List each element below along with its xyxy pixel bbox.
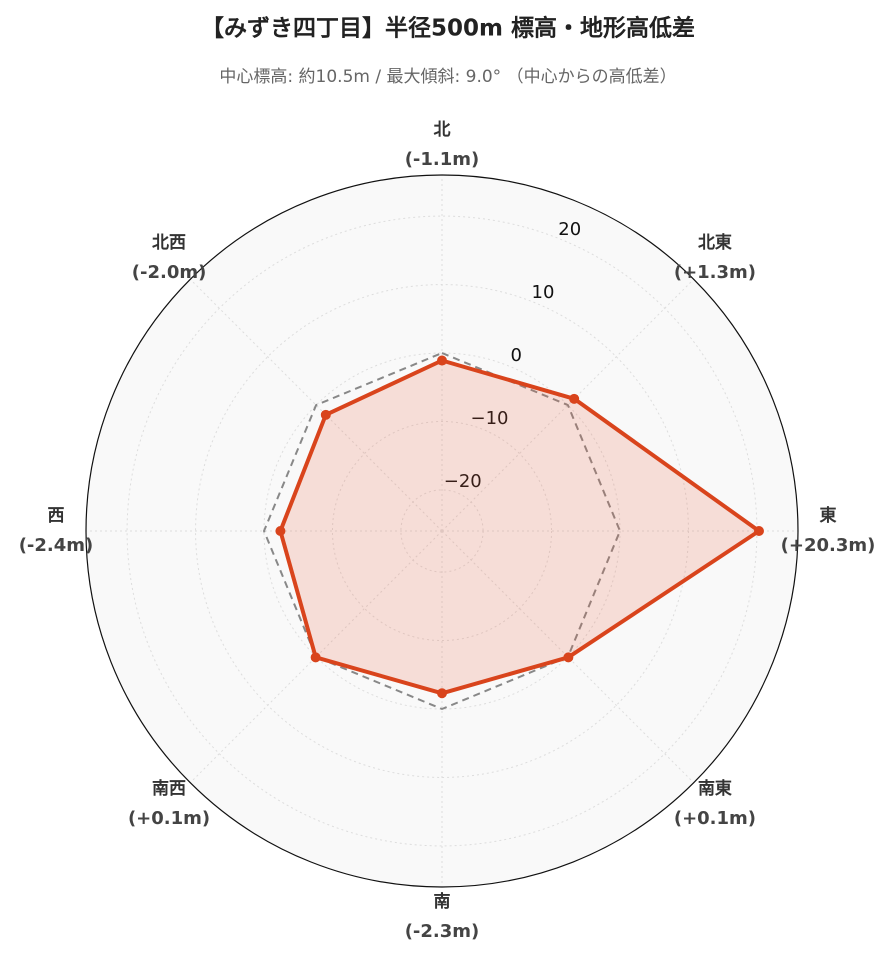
grid-spoke [189, 278, 443, 532]
value-label: (-1.1m) [405, 149, 480, 170]
grid-spoke [441, 530, 695, 784]
chart-subtitle: 中心標高: 約10.5m / 最大傾斜: 9.0° （中心からの高低差） [219, 67, 676, 87]
value-label: (+20.3m) [781, 535, 876, 556]
category-label: 南 [434, 891, 451, 912]
category-label: 北西 [152, 233, 186, 253]
series-marker [753, 526, 764, 536]
series-marker [563, 652, 574, 663]
category-label: 北 [434, 120, 451, 140]
r-tick-label: −10 [470, 408, 508, 429]
value-label: (-2.4m) [19, 535, 94, 556]
outer-circle [85, 174, 799, 888]
r-tick-label: −20 [444, 471, 482, 492]
r-tick-label: 0 [511, 345, 522, 366]
series-marker [275, 526, 286, 536]
category-label: 東 [820, 505, 837, 526]
series-marker [310, 652, 321, 663]
grid-ring [331, 420, 553, 642]
value-label: (+0.1m) [674, 808, 756, 829]
category-label: 南西 [152, 778, 186, 799]
series-marker [320, 409, 331, 420]
series-marker [569, 393, 580, 404]
r-tick-label: 20 [558, 219, 581, 240]
grid-ring [263, 352, 621, 710]
category-label: 北東 [698, 232, 732, 253]
value-label: (-2.0m) [132, 262, 207, 283]
value-label: (+0.1m) [128, 808, 210, 829]
series-marker [437, 688, 447, 699]
category-label: 西 [48, 506, 65, 526]
series-marker [437, 355, 447, 366]
reference-line [263, 352, 621, 710]
value-label: (+1.3m) [674, 262, 756, 283]
chart-title: 【みずき四丁目】半径500m 標高・地形高低差 [201, 15, 695, 42]
r-tick-label: 10 [532, 282, 555, 303]
category-label: 南東 [698, 778, 732, 799]
value-label: (-2.3m) [405, 921, 480, 942]
grid-spoke [189, 530, 443, 784]
grid-spoke [441, 278, 695, 532]
